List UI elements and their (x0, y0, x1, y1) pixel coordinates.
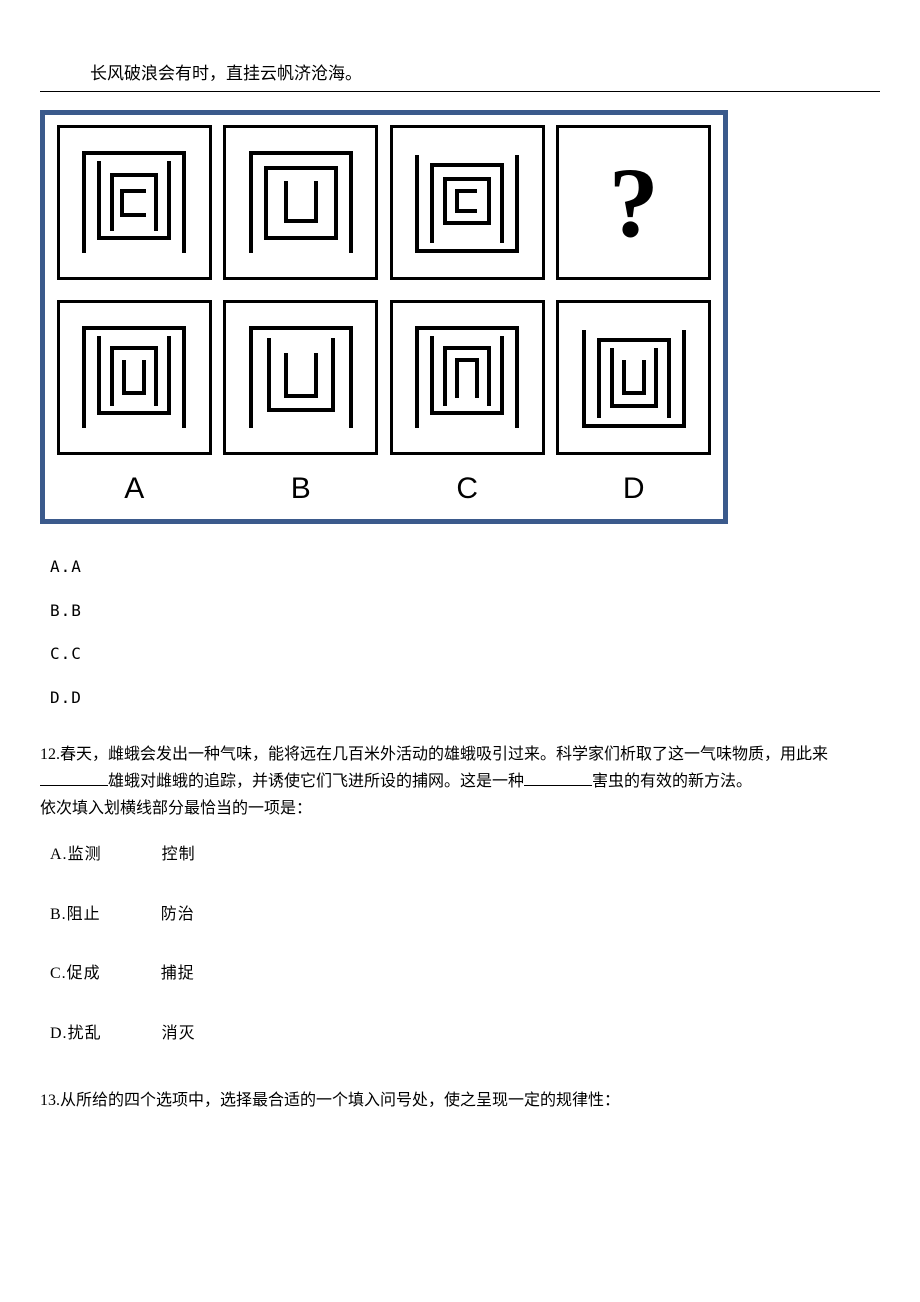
q12-opt-d: D.扰乱 消灭 (50, 1021, 880, 1047)
seq-cell-unknown: ? (556, 125, 711, 280)
label-d: D (556, 465, 711, 513)
q12-d-w2: 消灭 (162, 1025, 196, 1042)
choice-cell-b (223, 300, 378, 455)
q12-text-b: 雄蛾对雌蛾的追踪，并诱使它们飞进所设的捕网。这是一种 (108, 773, 524, 790)
q12-opt-c: C.促成 捕捉 (50, 961, 880, 987)
q12-b-w1: 阻止 (67, 906, 101, 923)
q12-opt-b: B.阻止 防治 (50, 902, 880, 928)
q12-num: 12. (40, 746, 60, 763)
seq-cell-3 (390, 125, 545, 280)
q12-b-w2: 防治 (161, 906, 195, 923)
puzzle-choices-row (45, 290, 723, 465)
q12-d-key: D. (50, 1025, 68, 1042)
puzzle-container: ? (40, 110, 728, 524)
seq-cell-2 (223, 125, 378, 280)
choice-cell-a (57, 300, 212, 455)
q12-text-c: 害虫的有效的新方法。 (592, 773, 752, 790)
seq-fig-2 (241, 143, 361, 263)
choice-labels: A B C D (45, 465, 723, 519)
choice-fig-c (407, 318, 527, 438)
q12-d-w1: 扰乱 (68, 1025, 102, 1042)
seq-fig-3 (407, 143, 527, 263)
q12-a-w2: 控制 (162, 846, 196, 863)
q12-c-w2: 捕捉 (161, 965, 195, 982)
q12-b-key: B. (50, 906, 67, 923)
q12-text-a: 春天，雌蛾会发出一种气味，能将远在几百米外活动的雄蛾吸引过来。科学家们析取了这一… (60, 746, 828, 763)
q12-blank-2 (524, 770, 592, 786)
q12-blank-1 (40, 770, 108, 786)
q13-text: 从所给的四个选项中，选择最合适的一个填入问号处，使之呈现一定的规律性： (60, 1092, 620, 1109)
q12-a-w1: 监测 (68, 846, 102, 863)
label-a: A (57, 465, 212, 513)
choice-cell-d (556, 300, 711, 455)
q11-opt-c: C.C (50, 641, 880, 667)
q13: 13.从所给的四个选项中，选择最合适的一个填入问号处，使之呈现一定的规律性： (40, 1087, 880, 1114)
question-mark: ? (609, 153, 659, 253)
q12-prompt: 依次填入划横线部分最恰当的一项是： (40, 800, 312, 817)
q11-opt-d: D.D (50, 685, 880, 711)
q12-opt-a: A.监测 控制 (50, 842, 880, 868)
q12: 12.春天，雌蛾会发出一种气味，能将远在几百米外活动的雄蛾吸引过来。科学家们析取… (40, 741, 880, 823)
q11-options: A.A B.B C.C D.D (50, 554, 880, 710)
label-b: B (223, 465, 378, 513)
q12-c-key: C. (50, 965, 67, 982)
choice-fig-d (574, 318, 694, 438)
q11-opt-a: A.A (50, 554, 880, 580)
seq-cell-1 (57, 125, 212, 280)
header-poem: 长风破浪会有时，直挂云帆济沧海。 (40, 60, 880, 92)
choice-fig-a (74, 318, 194, 438)
label-c: C (390, 465, 545, 513)
q13-num: 13. (40, 1092, 60, 1109)
choice-fig-b (241, 318, 361, 438)
q12-a-key: A. (50, 846, 68, 863)
q12-c-w1: 促成 (67, 965, 101, 982)
q11-opt-b: B.B (50, 598, 880, 624)
seq-fig-1 (74, 143, 194, 263)
choice-cell-c (390, 300, 545, 455)
puzzle-sequence-row: ? (45, 115, 723, 290)
q12-options: A.监测 控制 B.阻止 防治 C.促成 捕捉 D.扰乱 消灭 (50, 842, 880, 1046)
